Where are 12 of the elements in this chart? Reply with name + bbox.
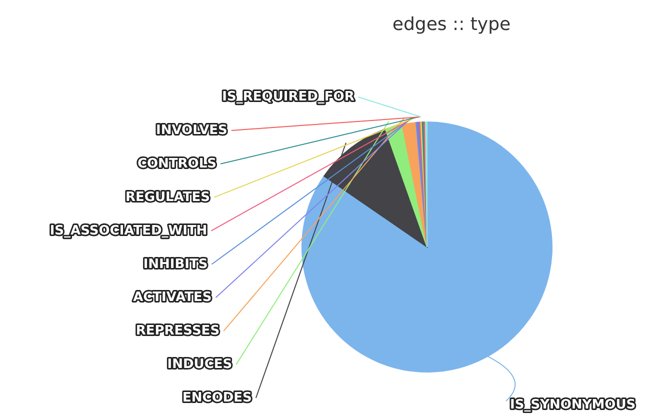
slice-label: ACTIVATES bbox=[133, 290, 212, 306]
slice-label: IS_REQUIRED_FOR bbox=[222, 90, 354, 105]
slice-label: INVOLVES bbox=[156, 122, 228, 138]
slice-label: REGULATES bbox=[125, 190, 210, 205]
chart-title: edges :: type bbox=[392, 14, 511, 35]
slice-label: REPRESSES bbox=[136, 324, 220, 339]
slice-label: IS_ASSOCIATED_WITH bbox=[50, 223, 208, 238]
slice-label: INDUCES bbox=[167, 357, 232, 372]
slice-label: CONTROLS bbox=[137, 156, 217, 172]
slice-label: ENCODES bbox=[182, 390, 252, 406]
slice-label: INHIBITS bbox=[143, 256, 208, 272]
slice-label: IS_SYNONYMOUS bbox=[510, 398, 636, 413]
